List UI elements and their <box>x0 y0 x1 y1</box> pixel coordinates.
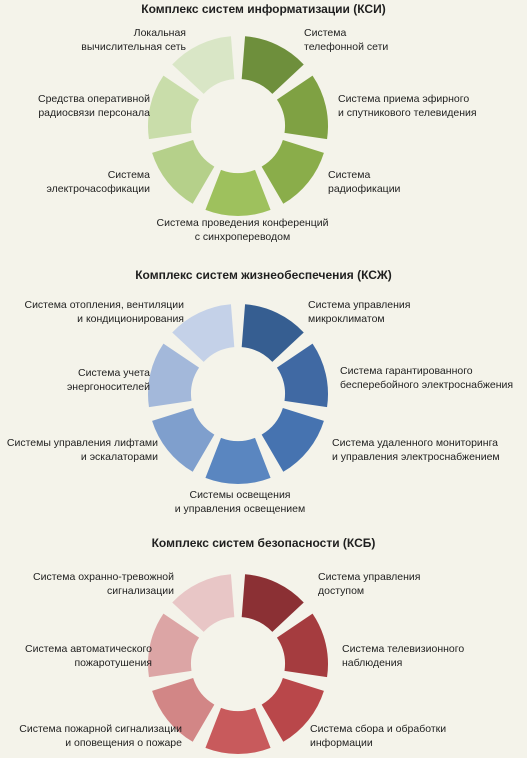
ring-label: Системы управления лифтами и эскалаторам… <box>6 437 158 463</box>
section-title: Комплекс систем жизнеобеспечения (КСЖ) <box>135 268 392 282</box>
ring-label: Система управления доступом <box>318 571 421 597</box>
ring-label: Система управления микроклиматом <box>308 299 411 325</box>
ring-label: Система проведения конференций с синхроп… <box>156 217 329 243</box>
ring-label: Система пожарной сигнализации и оповещен… <box>19 723 182 749</box>
ring-label: Система отопления, вентиляции и кондицио… <box>24 299 184 325</box>
ring-segment <box>148 75 200 140</box>
ring-segment <box>147 613 200 678</box>
ring-label: Локальная вычислительная сеть <box>81 27 186 53</box>
segment-ring <box>148 36 328 216</box>
ring-segment <box>276 343 328 408</box>
ring-segment <box>205 437 271 484</box>
section-title: Комплекс систем безопасности (КСБ) <box>151 536 376 550</box>
ring-segment <box>172 574 235 632</box>
hub-ring-group <box>147 574 328 754</box>
ring-segment <box>241 36 304 94</box>
ring-label: Система электрочасофикации <box>46 169 151 195</box>
ring-label: Средства оперативной радиосвязи персонал… <box>37 93 150 119</box>
ring-segment <box>148 343 200 408</box>
ring-segment <box>261 678 324 742</box>
ring-segment <box>241 304 304 362</box>
ring-segment <box>261 140 324 204</box>
hub-ring-group <box>148 36 328 216</box>
ring-segment <box>205 169 271 216</box>
ring-segment <box>152 408 215 472</box>
hub-ring-group <box>148 304 328 484</box>
ring-label: Система радиофикации <box>328 169 401 195</box>
ring-segment <box>276 75 328 140</box>
ring-label: Система удаленного мониторинга и управле… <box>332 437 500 463</box>
ring-label: Системы освещения и управления освещение… <box>174 489 306 515</box>
ring-label: Система учета энергоносителей <box>66 367 150 393</box>
ring-segment <box>276 613 328 678</box>
ring-segment <box>261 408 324 472</box>
ring-label: Система сбора и обработки информации <box>310 723 447 749</box>
ring-label: Система гарантированного бесперебойного … <box>340 365 514 391</box>
ring-label: Система телевизионного наблюдения <box>342 643 465 669</box>
ring-label: Система телефонной сети <box>304 27 389 53</box>
ring-label: Система охранно-тревожной сигнализации <box>33 571 174 597</box>
ring-segment <box>172 304 235 362</box>
ring-label: Система автоматического пожаротушения <box>25 643 152 669</box>
ring-segment <box>205 707 271 754</box>
section-title: Комплекс систем информатизации (КСИ) <box>141 2 386 16</box>
ring-segment <box>152 678 215 742</box>
ring-segment <box>172 36 235 94</box>
ring-segment <box>152 140 215 204</box>
ring-segment <box>241 574 304 632</box>
ring-label: Система приема эфирного и спутникового т… <box>338 93 477 119</box>
